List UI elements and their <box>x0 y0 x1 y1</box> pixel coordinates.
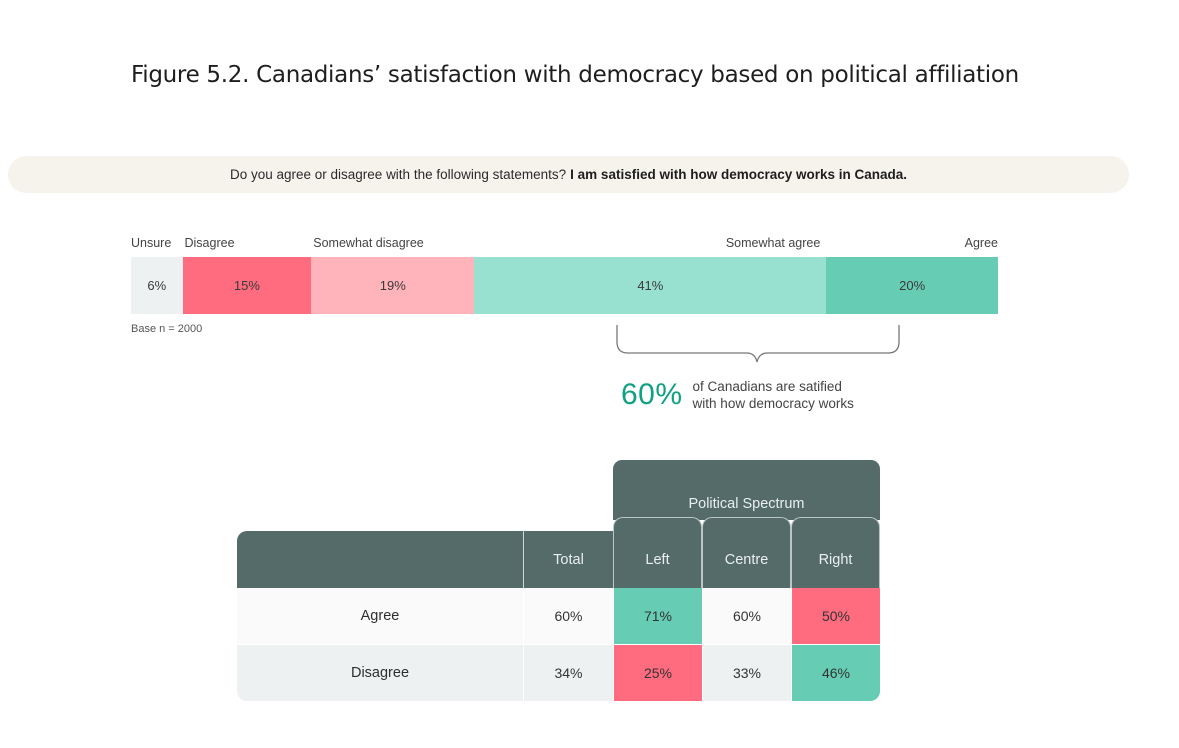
bar-segment-unsure: 6% <box>131 257 183 314</box>
header-total: Total <box>523 531 613 588</box>
figure-title: Figure 5.2. Canadians’ satisfaction with… <box>131 62 1019 88</box>
callout-value: 60% <box>621 378 683 411</box>
callout-line-1: of Canadians are satified <box>692 379 842 394</box>
table-cell-centre: 60% <box>702 588 791 644</box>
callout-text: of Canadians are satified with how democ… <box>693 378 854 412</box>
table-cell-total: 60% <box>523 588 613 644</box>
bracket-path <box>616 325 900 363</box>
bar-segment-agree: 20% <box>826 257 998 314</box>
bar-value-label: 19% <box>379 278 406 293</box>
spectrum-table: Political Spectrum Total Left Centre Rig… <box>237 460 880 701</box>
header-left: Left <box>613 517 702 588</box>
question-statement: I am satisfied with how democracy works … <box>570 167 908 182</box>
segment-category-label: Somewhat disagree <box>313 236 424 250</box>
header-centre: Centre <box>702 517 791 588</box>
table-cell-left: 71% <box>613 588 702 644</box>
table-cell-right: 50% <box>791 588 880 644</box>
segment-category-label: Agree <box>964 236 998 250</box>
table-cell-centre: 33% <box>702 645 791 701</box>
bar-value-label: 15% <box>233 278 260 293</box>
bar-value-label: 20% <box>899 278 926 293</box>
segment-labels: Unsure Disagree Somewhat disagree Somewhat … <box>131 230 998 256</box>
bracket-icon <box>616 325 900 363</box>
bar-value-label: 6% <box>147 278 167 293</box>
question-prefix: Do you agree or disagree with the follow… <box>229 167 567 182</box>
bar-segment-somewhat-disagree: 19% <box>311 257 475 314</box>
row-label: Disagree <box>350 665 410 681</box>
segment-category-label: Unsure <box>131 236 172 250</box>
callout: 60% of Canadians are satified with how d… <box>621 378 854 412</box>
base-note: Base n = 2000 <box>131 323 203 335</box>
stacked-bar: 6% 15% 19% 41% 20% <box>131 257 998 314</box>
header-right: Right <box>791 517 880 588</box>
segment-category-label: Disagree <box>184 236 235 250</box>
question-banner: Do you agree or disagree with the follow… <box>8 156 1129 193</box>
bar-segment-disagree: 15% <box>182 257 312 314</box>
header-political-spectrum: Political Spectrum <box>613 460 880 520</box>
row-label: Agree <box>360 608 400 624</box>
table-cell-left: 25% <box>613 645 702 701</box>
table-row-agree: Agree 60% 71% 60% 50% <box>237 588 880 644</box>
bar-segment-somewhat-agree: 41% <box>474 257 827 314</box>
table-cell-right: 46% <box>791 645 880 701</box>
stacked-bar-chart: Unsure Disagree Somewhat disagree Somewhat … <box>131 230 998 314</box>
callout-line-2: with how democracy works <box>692 396 854 411</box>
segment-category-label: Somewhat agree <box>725 236 821 250</box>
table-cell-total: 34% <box>523 645 613 701</box>
bar-value-label: 41% <box>637 278 664 293</box>
table-row-disagree: Disagree 34% 25% 33% 46% <box>237 645 880 701</box>
